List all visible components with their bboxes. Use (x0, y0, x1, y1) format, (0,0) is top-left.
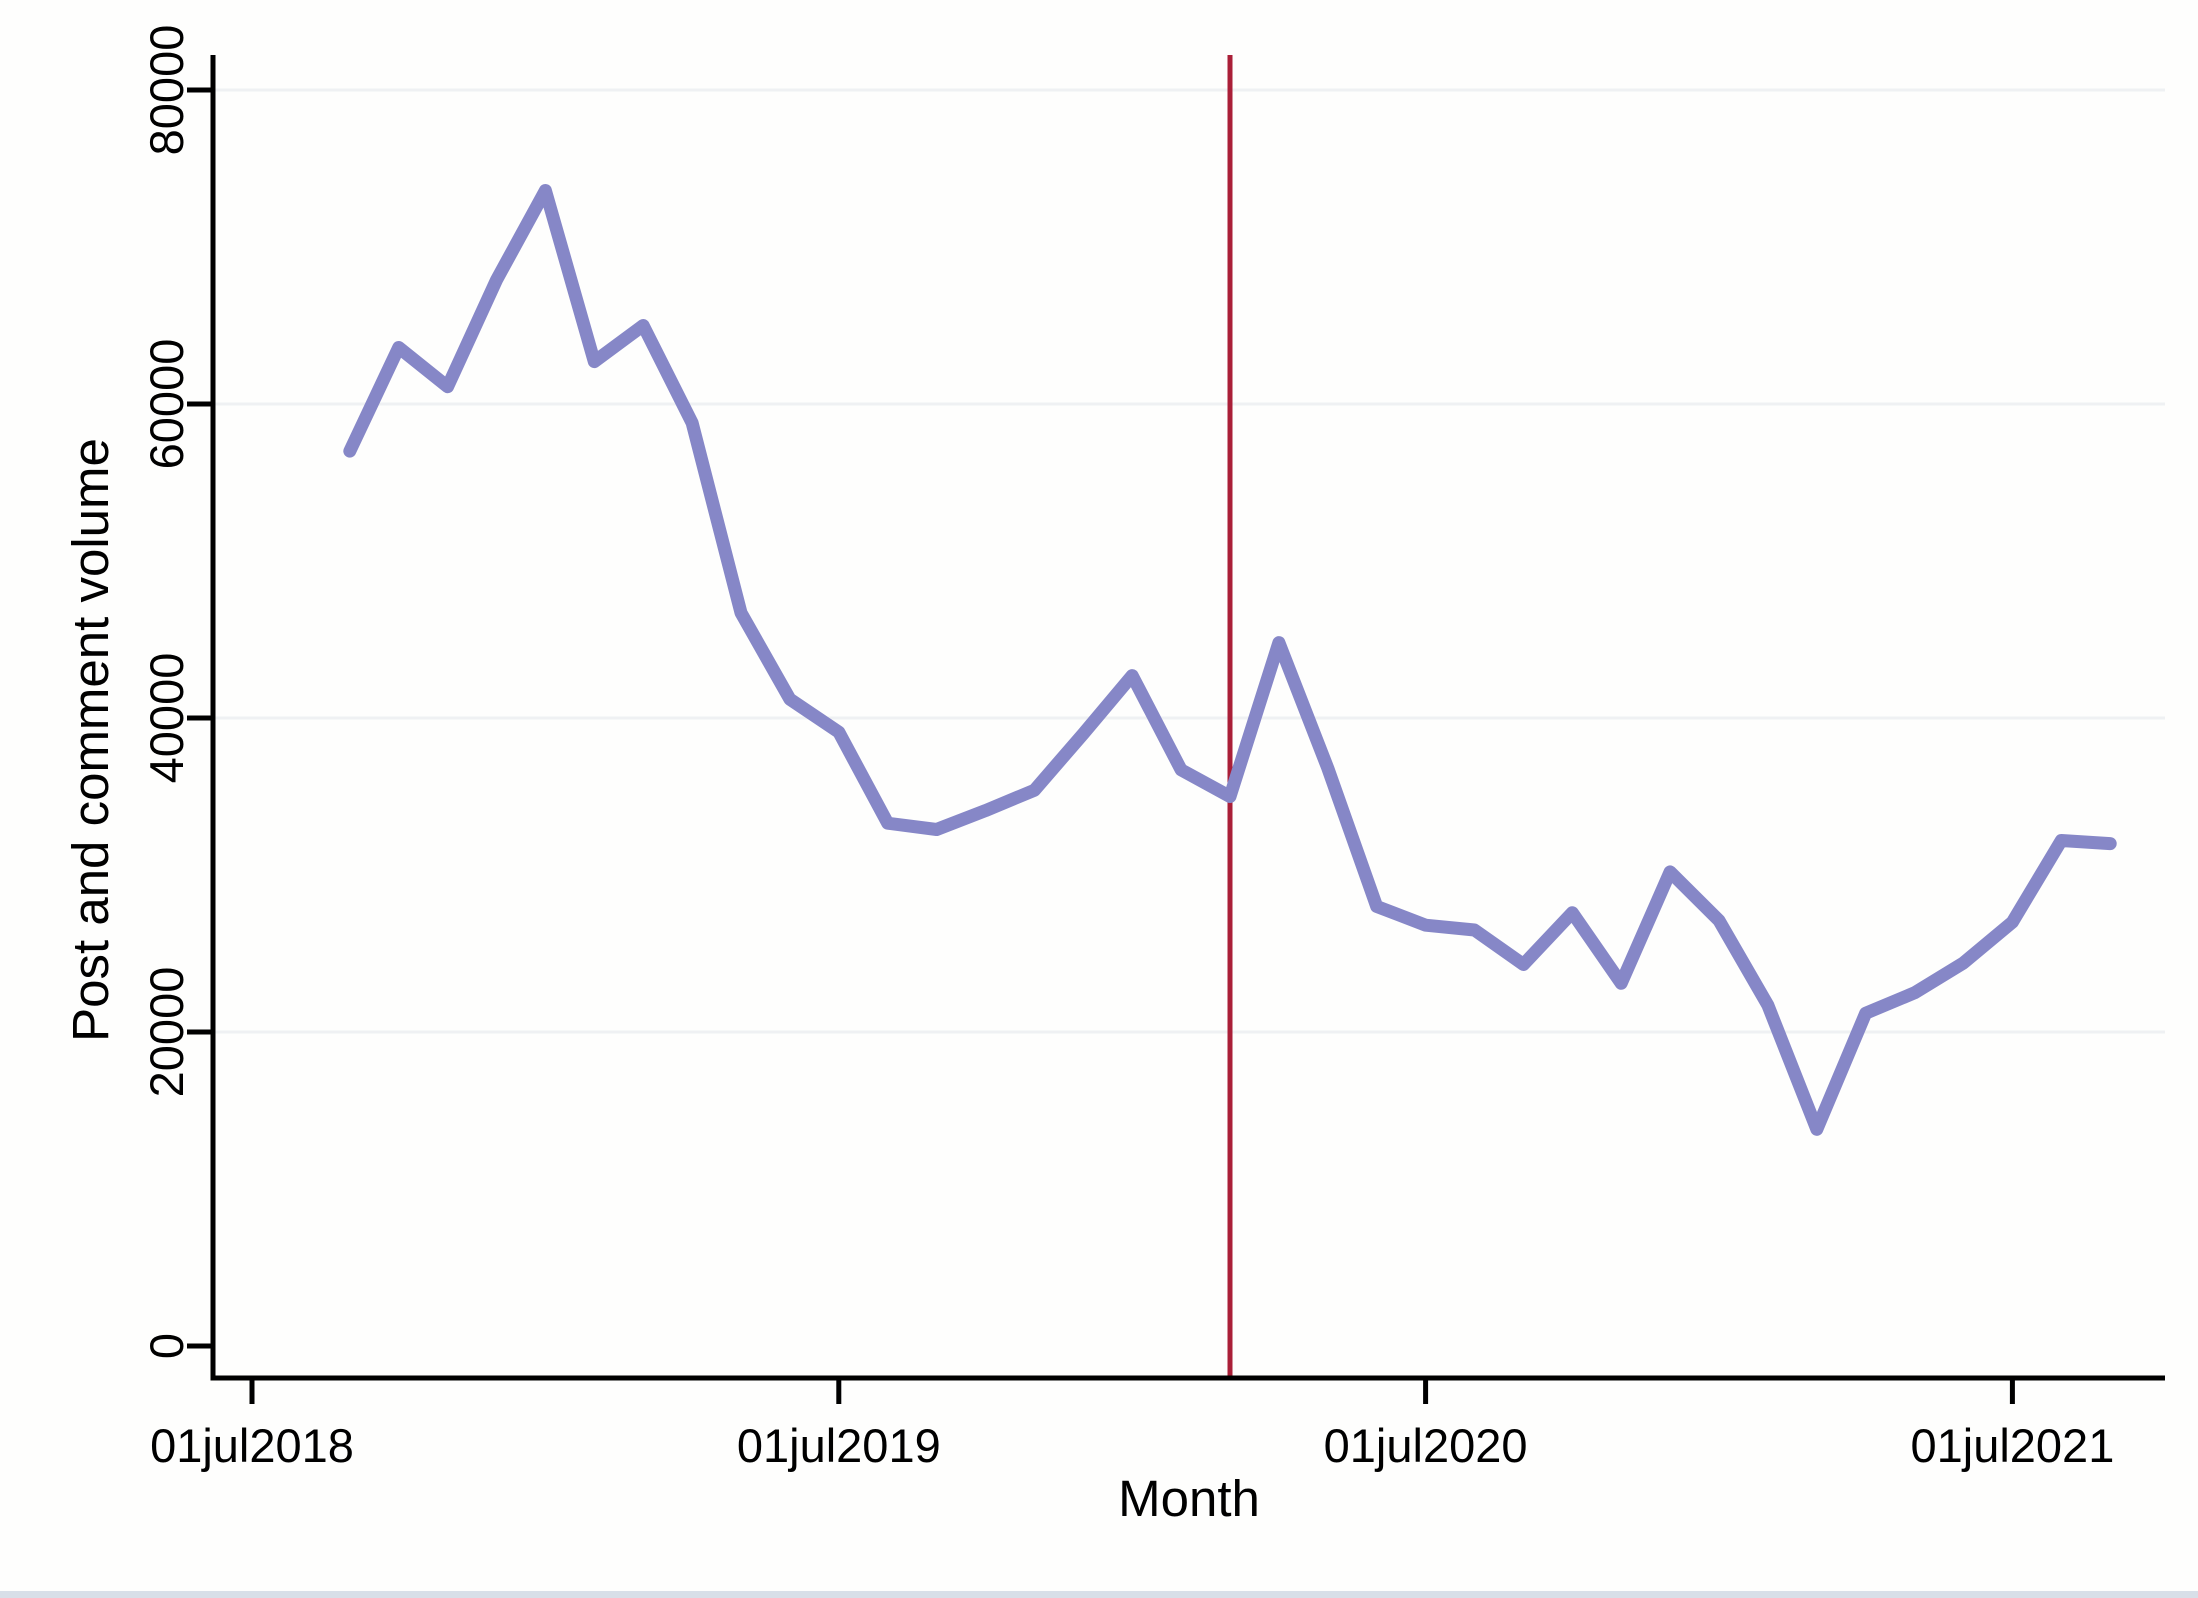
x-tick-label: 01jul2019 (737, 1419, 941, 1472)
y-tick-label: 60000 (140, 339, 193, 470)
y-axis-title: Post and comment volume (62, 438, 119, 1042)
y-tick-label: 80000 (140, 25, 193, 156)
x-tick-label: 01jul2020 (1324, 1419, 1528, 1472)
x-axis-title: Month (1118, 1470, 1260, 1527)
series-line-post-comment-volume (343, 184, 2117, 1136)
y-tick-label: 40000 (140, 653, 193, 784)
y-tick-label: 20000 (140, 967, 193, 1098)
bottom-window-edge (0, 1591, 2198, 1598)
y-tick-label: 0 (140, 1333, 193, 1359)
x-tick-label: 01jul2018 (150, 1419, 354, 1472)
x-tick-label: 01jul2021 (1910, 1419, 2114, 1472)
